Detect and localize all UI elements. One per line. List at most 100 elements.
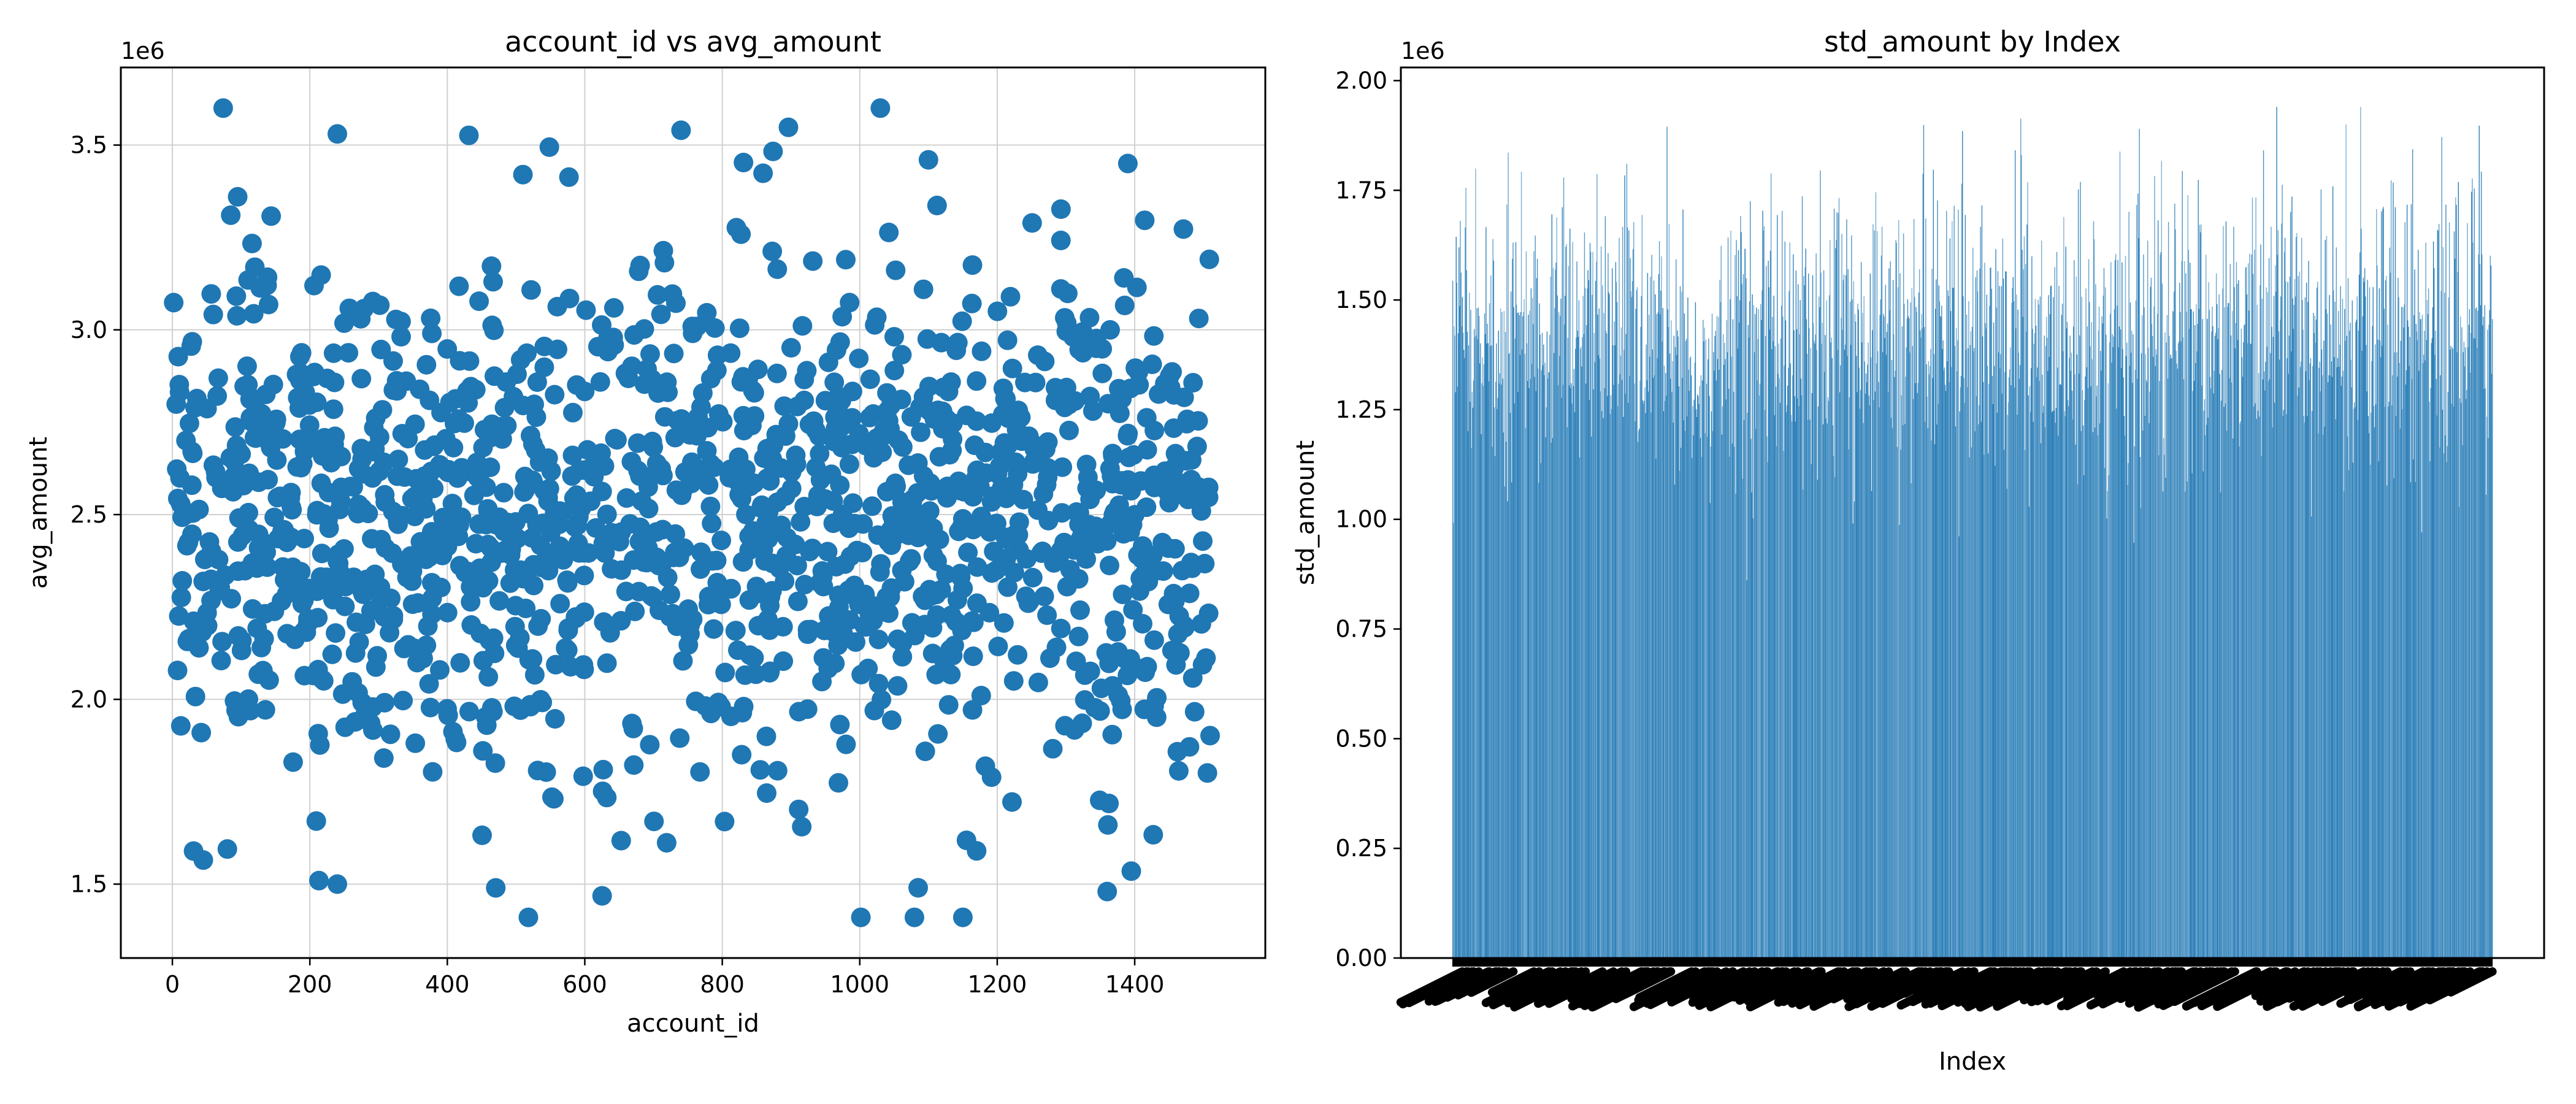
bar bbox=[1830, 342, 1831, 958]
scatter-point bbox=[962, 700, 983, 720]
bar bbox=[2256, 305, 2258, 958]
scatter-point bbox=[832, 437, 852, 458]
bar bbox=[2120, 329, 2122, 958]
bar-title: std_amount by Index bbox=[1824, 25, 2121, 58]
bar bbox=[2369, 287, 2371, 958]
scatter-point bbox=[574, 659, 594, 680]
scatter-point bbox=[455, 562, 475, 583]
bar bbox=[1804, 267, 1806, 958]
scatter-point bbox=[732, 745, 752, 765]
scatter-point bbox=[211, 651, 231, 670]
bar bbox=[2408, 326, 2409, 958]
bar bbox=[1562, 207, 1563, 958]
bar bbox=[1903, 233, 1904, 959]
scatter-point bbox=[513, 164, 533, 185]
bar-y-tick-label: 1.25 bbox=[1335, 396, 1387, 423]
bar bbox=[1755, 429, 1757, 958]
scatter-point bbox=[952, 311, 972, 331]
scatter-point bbox=[734, 697, 754, 717]
scatter-point bbox=[1013, 489, 1033, 510]
bar bbox=[2007, 415, 2008, 958]
scatter-point bbox=[1043, 738, 1063, 759]
scatter-point bbox=[1068, 626, 1089, 646]
bar bbox=[1522, 316, 1524, 959]
scatter-point bbox=[744, 648, 764, 668]
bar bbox=[1570, 388, 1571, 958]
bar bbox=[1547, 378, 1549, 958]
bar bbox=[1559, 356, 1560, 958]
scatter-plot-frame bbox=[120, 66, 1267, 959]
bar-y-tick-label: 1.75 bbox=[1335, 177, 1387, 204]
bar bbox=[2491, 319, 2493, 959]
scatter-point bbox=[565, 517, 585, 537]
bar bbox=[1905, 377, 1906, 958]
bar-x-tick-label-mark bbox=[1961, 967, 2034, 1008]
bar bbox=[1484, 313, 1485, 958]
scatter-point bbox=[536, 762, 556, 782]
bar bbox=[2055, 423, 2056, 958]
bar bbox=[2165, 478, 2166, 958]
bar bbox=[2183, 261, 2185, 959]
bar bbox=[1814, 343, 1815, 958]
bar bbox=[1793, 330, 1795, 958]
scatter-point bbox=[933, 377, 953, 397]
scatter-point bbox=[1059, 394, 1079, 415]
bar bbox=[1889, 310, 1890, 959]
scatter-point bbox=[283, 752, 303, 772]
bar bbox=[2245, 267, 2247, 958]
bar bbox=[2366, 391, 2367, 958]
bar bbox=[2265, 362, 2266, 958]
bar bbox=[1602, 285, 1603, 958]
bar bbox=[2437, 229, 2439, 959]
bar bbox=[1728, 388, 1730, 958]
scatter-point bbox=[1164, 458, 1184, 478]
bar bbox=[1700, 438, 1701, 958]
bar bbox=[1932, 378, 1933, 958]
scatter-point bbox=[331, 491, 351, 512]
scatter-point bbox=[931, 332, 951, 353]
scatter-point bbox=[422, 573, 442, 593]
bar bbox=[2399, 428, 2401, 958]
bar bbox=[1704, 433, 1706, 958]
bar bbox=[1629, 375, 1630, 958]
bar bbox=[2398, 297, 2399, 959]
scatter-point bbox=[880, 520, 900, 540]
bar bbox=[2360, 107, 2361, 958]
bar bbox=[2266, 347, 2267, 958]
bar bbox=[1528, 388, 1530, 958]
bar bbox=[1563, 177, 1565, 958]
bar bbox=[2004, 372, 2006, 958]
bar bbox=[1568, 385, 1570, 958]
bar bbox=[1942, 340, 1944, 958]
bar bbox=[1925, 218, 1926, 959]
scatter-point bbox=[507, 528, 527, 548]
bar bbox=[1687, 297, 1689, 958]
bar bbox=[1715, 380, 1717, 958]
scatter-point bbox=[539, 137, 559, 157]
bar bbox=[2093, 221, 2095, 959]
bar bbox=[1968, 301, 1969, 958]
bar bbox=[2068, 406, 2069, 958]
scatter-point bbox=[1066, 651, 1086, 672]
bar bbox=[1679, 470, 1681, 958]
bar-x-tick-label-mark bbox=[2117, 967, 2177, 1002]
bar bbox=[1742, 274, 1744, 958]
bar bbox=[2456, 352, 2458, 958]
scatter-point bbox=[878, 411, 899, 431]
bar bbox=[2133, 542, 2134, 958]
scatter-point bbox=[563, 402, 583, 423]
bar bbox=[1490, 275, 1492, 958]
bar bbox=[2270, 353, 2271, 958]
bar bbox=[1492, 239, 1493, 959]
bar bbox=[2276, 107, 2277, 958]
bar bbox=[2074, 374, 2076, 958]
scatter-point bbox=[483, 702, 503, 722]
bar bbox=[2385, 280, 2386, 959]
bar bbox=[1785, 412, 1787, 958]
bar bbox=[2350, 359, 2352, 958]
bar bbox=[1950, 311, 1952, 959]
scatter-x-tick-label: 400 bbox=[425, 971, 470, 998]
bar bbox=[1741, 284, 1742, 958]
scatter-point bbox=[755, 551, 775, 571]
